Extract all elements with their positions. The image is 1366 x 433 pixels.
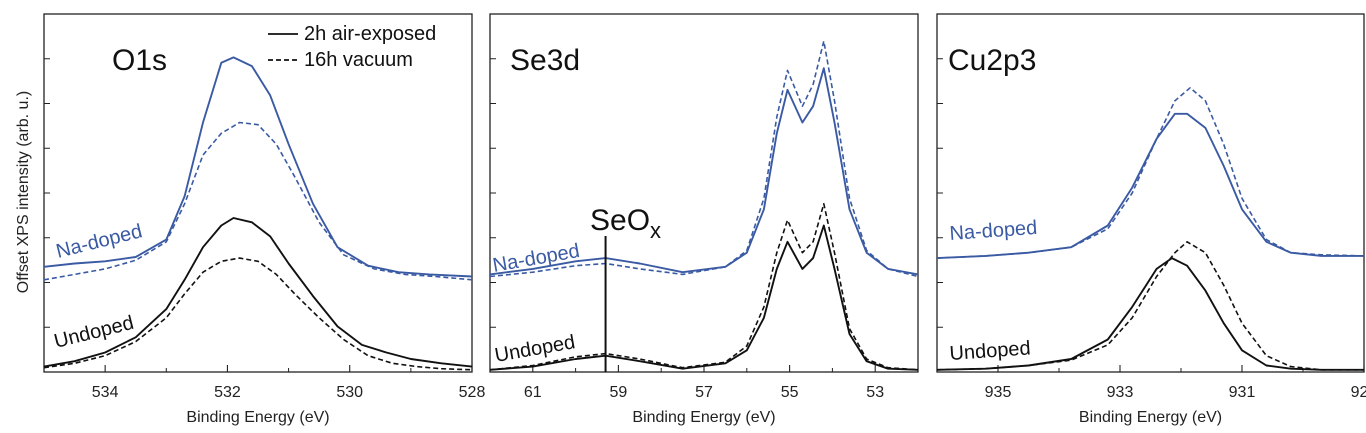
x-axis-label: Binding Energy (eV) bbox=[1079, 409, 1222, 426]
legend: 2h air-exposed 16h vacuum bbox=[268, 23, 436, 71]
x-tick-label: 933 bbox=[1107, 384, 1134, 401]
panel-cu2p3: 935 933 931 929 Binding Energy (eV) Cu2p3 Na-d… bbox=[936, 13, 1366, 426]
series-line bbox=[43, 56, 473, 278]
x-tick-label: 931 bbox=[1229, 384, 1256, 401]
series-line bbox=[43, 121, 473, 281]
x-tick-label: 929 bbox=[1351, 384, 1366, 401]
x-tick-label: 532 bbox=[214, 384, 241, 401]
panel-se3d: 61 59 57 55 53 Binding Energy (eV) Se3d Na-dope… bbox=[489, 13, 919, 426]
series-line bbox=[936, 241, 1364, 371]
series-line bbox=[936, 87, 1365, 259]
seox-annotation: SeOx bbox=[590, 204, 661, 243]
x-tick-label: 57 bbox=[695, 384, 713, 401]
panel-o1s: 534 532 530 528 Binding Energy (eV) O1s Na-dop… bbox=[43, 13, 486, 426]
x-tick-label: 935 bbox=[985, 384, 1012, 401]
na-doped-label: Na-doped bbox=[491, 240, 581, 277]
legend-label: 16h vacuum bbox=[304, 49, 413, 71]
x-tick-label: 61 bbox=[524, 384, 542, 401]
panel-title: Cu2p3 bbox=[948, 44, 1036, 77]
panel-title: Se3d bbox=[510, 44, 580, 77]
na-doped-label: Na-doped bbox=[54, 220, 145, 263]
panel-title: O1s bbox=[112, 44, 167, 77]
na-doped-label: Na-doped bbox=[949, 217, 1038, 245]
series-line bbox=[43, 257, 473, 371]
x-tick-label: 59 bbox=[610, 384, 628, 401]
x-axis-label: Binding Energy (eV) bbox=[186, 409, 329, 426]
x-tick-label: 55 bbox=[781, 384, 799, 401]
x-axis-label: Binding Energy (eV) bbox=[632, 409, 775, 426]
x-tick-label: 528 bbox=[459, 384, 486, 401]
x-tick-label: 534 bbox=[92, 384, 119, 401]
x-tick-label: 530 bbox=[336, 384, 363, 401]
x-tick-label: 53 bbox=[866, 384, 884, 401]
series-line bbox=[43, 217, 473, 368]
legend-label: 2h air-exposed bbox=[304, 23, 436, 45]
undoped-label: Undoped bbox=[949, 337, 1032, 365]
seox-subscript: x bbox=[650, 218, 661, 243]
y-axis-label: Offset XPS intensity (arb. u.) bbox=[15, 91, 32, 293]
panels: 534 532 530 528 Binding Energy (eV) O1s Na-dop… bbox=[43, 13, 1366, 426]
